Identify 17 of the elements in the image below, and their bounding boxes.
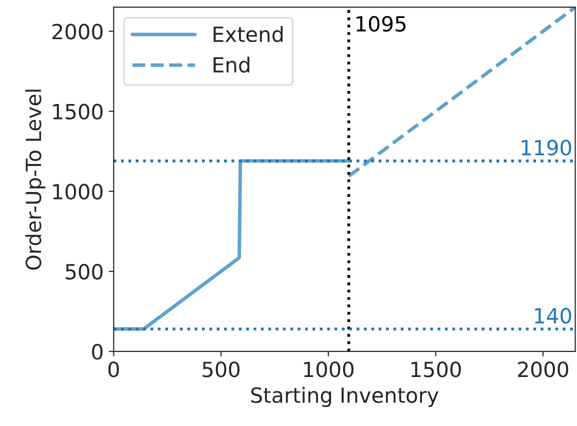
x-tick-label: 500	[202, 362, 240, 378]
y-tick-label: 1500	[53, 104, 103, 120]
y-axis-title: Order-Up-To Level	[25, 90, 46, 270]
y-tick-label: 1000	[53, 184, 103, 200]
ref-line-label: 1190	[522, 140, 572, 156]
y-tick-label: 2000	[52, 24, 103, 40]
x-tick-label: 1500	[411, 362, 461, 378]
ref-line-label: 1095	[356, 16, 406, 32]
y-tick-label: 500	[66, 264, 103, 280]
x-axis-title: Starting Inventory	[251, 386, 438, 408]
x-tick-label: 0	[108, 362, 119, 378]
legend-label: End	[214, 56, 250, 73]
legend-label: Extend	[214, 26, 283, 42]
x-tick-label: 2000	[518, 362, 568, 378]
x-tick-label: 1000	[304, 362, 354, 378]
ref-line-label: 140	[535, 308, 572, 324]
y-tick-label: 0	[92, 344, 103, 360]
